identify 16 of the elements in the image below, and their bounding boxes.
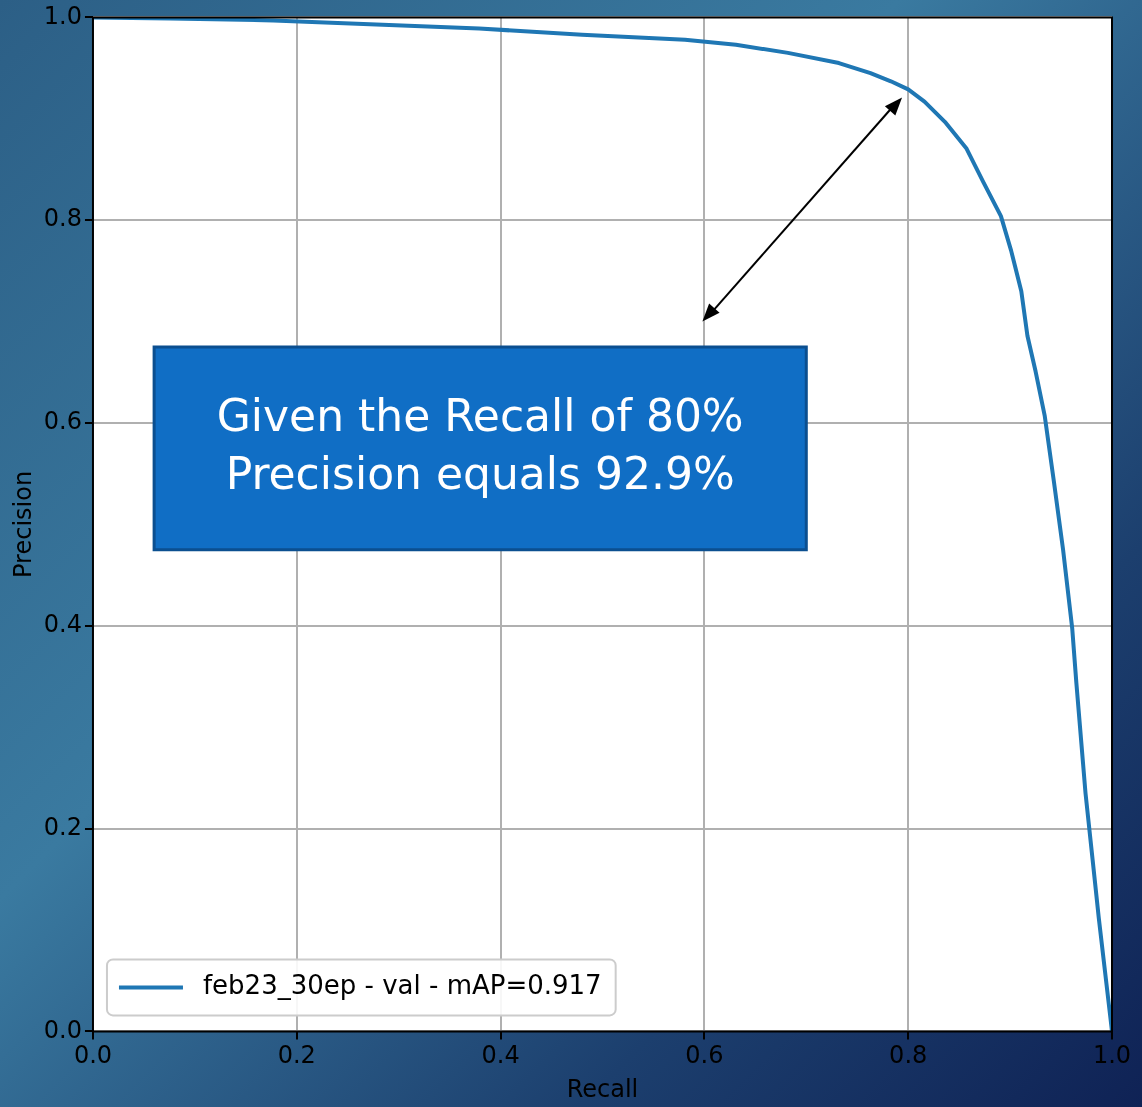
x-tick-label: 0.6 [685,1041,724,1070]
y-tick-label: 0.0 [43,1015,82,1044]
y-tick-label: 0.4 [43,610,82,639]
x-axis-title: Recall [566,1074,639,1103]
y-tick-label: 1.0 [43,1,82,30]
annotation: Given the Recall of 80% Precision equals 92.9% [216,389,744,499]
y-tick-label: 0.2 [43,812,82,841]
y-tick-label: 0.6 [43,407,82,436]
y-axis-title: Precision [8,470,37,578]
x-tick-label: 0.0 [73,1041,113,1070]
legend-label: feb23_30ep - val - mAP=0.917 [202,970,602,1001]
x-tick-label: 0.4 [481,1041,520,1070]
x-tick-label: 1.0 [1092,1041,1132,1070]
y-tick-label: 0.8 [43,204,82,233]
x-tick-label: 0.2 [277,1041,316,1070]
x-tick-label: 0.8 [889,1041,928,1070]
